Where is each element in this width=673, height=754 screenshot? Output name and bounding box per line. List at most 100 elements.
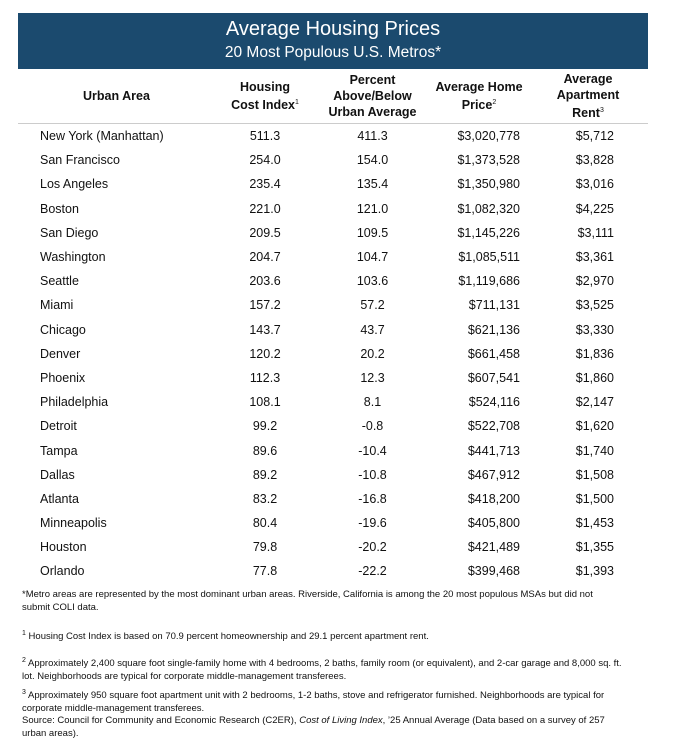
table-row: Minneapolis 80.4 -19.6 $405,800 $1,453 (18, 511, 648, 535)
table-row: Los Angeles 235.4 135.4 $1,350,980 $3,016 (18, 172, 648, 196)
cell: $1,373,528 (457, 153, 520, 168)
table-row: Philadelphia 108.1 8.1 $524,116 $2,147 (18, 390, 648, 414)
cell: $405,800 (467, 516, 520, 531)
table-row: Denver 120.2 20.2 $661,458 $1,836 (18, 342, 648, 366)
cell: 254.0 (249, 153, 281, 168)
cell: $421,489 (467, 540, 520, 555)
urban-area: New York (Manhattan) (40, 129, 164, 144)
title: Average Housing Prices (225, 18, 441, 40)
cell: -22.2 (358, 564, 387, 579)
cell: 89.6 (252, 443, 278, 458)
header-note: 1 (295, 98, 299, 106)
header-wrap: Percent Above/Below Urban Average (325, 72, 420, 120)
cell: -0.8 (361, 419, 384, 434)
cell: 104.7 (356, 250, 389, 265)
urban-area: Seattle (40, 274, 79, 289)
column-header: Percent Above/Below Urban Average (315, 69, 430, 124)
cell: 135.4 (356, 177, 389, 192)
cell: $1,119,686 (458, 274, 520, 289)
cell: $3,330 (575, 322, 614, 337)
header-text: Average Home Price (435, 79, 523, 113)
urban-area: Washington (40, 250, 106, 265)
cell: $524,116 (468, 395, 520, 410)
header-wrap: Housing Cost Index1 (225, 79, 305, 113)
table-row: New York (Manhattan) 511.3 411.3 $3,020,778… (18, 124, 648, 149)
cell: $1,508 (575, 467, 614, 482)
cell: -10.8 (358, 467, 387, 482)
cell: $1,085,511 (458, 250, 520, 265)
cell: $467,912 (467, 467, 520, 482)
footnote: 2 Approximately 2,400 square foot single… (22, 654, 622, 683)
cell: 99.2 (252, 419, 278, 434)
cell: 157.2 (249, 298, 281, 313)
cell: $621,136 (467, 322, 520, 337)
cell: 80.4 (252, 516, 278, 531)
cell: $2,970 (575, 274, 614, 289)
table-row: Boston 221.0 121.0 $1,082,320 $4,225 (18, 197, 648, 221)
footnote-marker: 2 (22, 657, 26, 664)
cell: $441,713 (467, 443, 520, 458)
header-text: Percent Above/Below Urban Average (328, 73, 417, 119)
cell: $4,225 (575, 201, 614, 216)
header-text: Housing Cost Index (231, 79, 295, 113)
cell: 235.4 (249, 177, 281, 192)
cell: 209.5 (249, 225, 281, 240)
table-row: San Diego 209.5 109.5 $1,145,226 $3,111 (18, 221, 648, 245)
table-row: Atlanta 83.2 -16.8 $418,200 $1,500 (18, 487, 648, 511)
cell: $1,350,980 (457, 177, 520, 192)
cell: $661,458 (467, 346, 520, 361)
cell: 77.8 (252, 564, 278, 579)
column-header: Urban Area (18, 69, 215, 124)
cell: -20.2 (358, 540, 387, 555)
cell: 112.3 (249, 370, 281, 385)
urban-area: Tampa (40, 443, 78, 458)
column-header: Average Apartment Rent3 (528, 69, 648, 124)
cell: $711,131 (468, 298, 520, 313)
footnote: 1 Housing Cost Index is based on 70.9 pe… (22, 627, 622, 643)
footnote-marker: 3 (22, 689, 26, 696)
urban-area: Philadelphia (40, 395, 109, 410)
cell: 8.1 (363, 395, 382, 410)
urban-area: Los Angeles (40, 177, 109, 192)
urban-area: Detroit (40, 419, 77, 434)
header-wrap: Average Apartment Rent3 (548, 71, 628, 121)
cell: 109.5 (356, 225, 389, 240)
cell: $3,020,778 (457, 129, 520, 144)
cell: 411.3 (357, 129, 388, 144)
header-note: 3 (599, 106, 604, 114)
cell: $3,361 (575, 250, 614, 265)
urban-area: Dallas (40, 467, 75, 482)
column-header: Housing Cost Index1 (215, 69, 315, 124)
footnote-text: Metro areas are represented by the most … (22, 589, 593, 613)
table-header: Urban Area Housing Cost Index1 Percent Abo… (18, 69, 648, 124)
table-row: Houston 79.8 -20.2 $421,489 $1,355 (18, 535, 648, 559)
cell: 83.2 (252, 491, 278, 506)
cell: 120.2 (249, 346, 281, 361)
cell: 57.2 (360, 298, 385, 313)
cell: $5,712 (575, 129, 614, 144)
urban-area: Chicago (40, 322, 86, 337)
urban-area: Boston (40, 201, 79, 216)
urban-area: Minneapolis (40, 516, 107, 531)
footnote-text: Approximately 950 square foot apartment … (22, 690, 605, 715)
footnote-text: Approximately 2,400 square foot single-f… (22, 658, 622, 683)
urban-area: Miami (40, 298, 74, 313)
subtitle: 20 Most Populous U.S. Metros* (224, 44, 442, 61)
cell: $418,200 (467, 491, 520, 506)
table-row: Dallas 89.2 -10.8 $467,912 $1,508 (18, 463, 648, 487)
cell: $3,525 (575, 298, 614, 313)
cell: $607,541 (467, 370, 520, 385)
cell: $1,836 (575, 346, 614, 361)
cell: $1,453 (575, 516, 614, 531)
cell: 221.0 (249, 201, 281, 216)
footnote-text: Housing Cost Index is based on 70.9 perc… (28, 631, 429, 643)
urban-area: San Diego (40, 225, 99, 240)
cell: $399,468 (467, 564, 520, 579)
cell: $522,708 (467, 419, 520, 434)
column-header: Average Home Price2 (430, 69, 528, 124)
cell: $1,355 (575, 540, 614, 555)
cell: 143.7 (249, 322, 281, 337)
table-row: Washington 204.7 104.7 $1,085,511 $3,361 (18, 245, 648, 269)
cell: $2,147 (575, 395, 614, 410)
cell: $1,145,226 (457, 225, 520, 240)
